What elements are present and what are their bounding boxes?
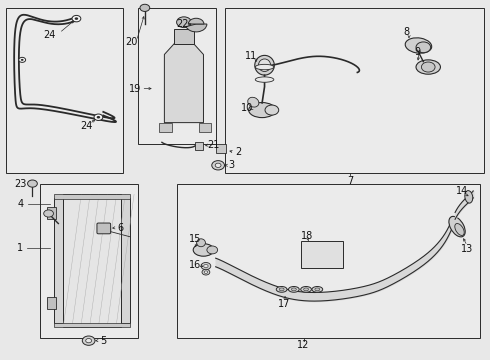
Bar — [138, 8, 216, 144]
Text: 24: 24 — [80, 121, 93, 131]
Text: 21: 21 — [207, 140, 220, 150]
Ellipse shape — [265, 105, 279, 115]
Circle shape — [19, 57, 25, 62]
Circle shape — [86, 338, 92, 343]
Bar — [54, 194, 130, 199]
Circle shape — [72, 15, 81, 22]
Ellipse shape — [465, 190, 473, 203]
Bar — [198, 123, 211, 132]
Circle shape — [27, 180, 37, 187]
Text: 11: 11 — [245, 51, 257, 61]
Ellipse shape — [304, 288, 309, 291]
Text: 12: 12 — [297, 340, 310, 350]
Circle shape — [201, 262, 211, 270]
Wedge shape — [188, 18, 204, 24]
Text: 2: 2 — [236, 147, 242, 157]
Ellipse shape — [301, 287, 312, 292]
Circle shape — [21, 59, 24, 61]
Circle shape — [97, 116, 100, 118]
Circle shape — [212, 161, 224, 170]
FancyBboxPatch shape — [47, 207, 56, 220]
Circle shape — [204, 271, 208, 274]
Bar — [159, 123, 171, 132]
Ellipse shape — [255, 77, 274, 82]
Polygon shape — [174, 30, 194, 44]
Bar — [40, 184, 138, 338]
FancyBboxPatch shape — [47, 297, 56, 309]
Ellipse shape — [455, 224, 464, 235]
Ellipse shape — [416, 42, 431, 53]
Ellipse shape — [312, 287, 323, 292]
Bar — [54, 323, 130, 327]
Circle shape — [94, 114, 103, 121]
Circle shape — [176, 17, 191, 28]
Text: 15: 15 — [189, 234, 201, 244]
Circle shape — [215, 163, 221, 167]
Text: 3: 3 — [229, 160, 235, 170]
Ellipse shape — [207, 246, 218, 254]
Text: 24: 24 — [44, 30, 56, 40]
Circle shape — [82, 336, 95, 345]
Text: 8: 8 — [403, 27, 409, 37]
Ellipse shape — [405, 38, 432, 53]
Ellipse shape — [449, 216, 465, 237]
Bar — [63, 194, 122, 327]
Text: 14: 14 — [456, 186, 468, 197]
Ellipse shape — [258, 59, 270, 72]
Circle shape — [202, 269, 210, 275]
Ellipse shape — [255, 64, 274, 70]
Ellipse shape — [416, 60, 441, 74]
Circle shape — [44, 210, 53, 217]
Text: 18: 18 — [301, 231, 314, 240]
Text: 5: 5 — [100, 336, 106, 346]
Text: 22: 22 — [176, 19, 189, 29]
Ellipse shape — [196, 239, 205, 247]
Bar — [216, 144, 226, 153]
Ellipse shape — [248, 97, 259, 107]
Ellipse shape — [315, 288, 320, 291]
FancyBboxPatch shape — [97, 223, 111, 234]
Text: 6: 6 — [117, 223, 123, 233]
Text: 23: 23 — [14, 179, 26, 189]
Circle shape — [204, 265, 208, 268]
Bar — [195, 141, 203, 149]
Ellipse shape — [248, 103, 275, 118]
Bar — [301, 241, 343, 268]
Text: 1: 1 — [17, 243, 24, 253]
Ellipse shape — [421, 62, 435, 72]
Ellipse shape — [279, 288, 284, 291]
Text: 13: 13 — [461, 244, 473, 254]
Ellipse shape — [193, 244, 214, 256]
Text: 9: 9 — [414, 47, 420, 57]
Ellipse shape — [292, 288, 296, 291]
Bar — [54, 198, 63, 323]
Ellipse shape — [276, 287, 287, 292]
Text: 17: 17 — [278, 299, 290, 309]
Bar — [176, 184, 480, 338]
Polygon shape — [164, 44, 203, 123]
Ellipse shape — [289, 287, 299, 292]
Circle shape — [140, 4, 150, 12]
Text: 10: 10 — [241, 103, 253, 113]
Text: 16: 16 — [189, 260, 201, 270]
Ellipse shape — [255, 55, 274, 75]
Wedge shape — [186, 24, 207, 32]
Text: 4: 4 — [17, 199, 24, 210]
Text: 20: 20 — [125, 37, 138, 47]
Bar — [5, 8, 123, 173]
Bar — [225, 8, 485, 173]
Text: 7: 7 — [347, 176, 353, 186]
Circle shape — [74, 17, 78, 20]
Bar — [122, 198, 130, 323]
Text: 19: 19 — [129, 84, 141, 94]
